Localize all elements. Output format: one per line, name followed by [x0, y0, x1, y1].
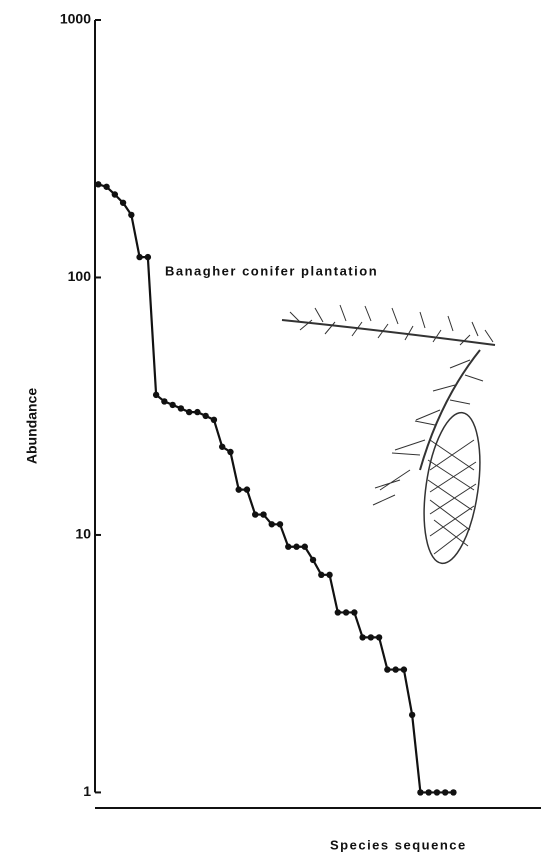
data-point [309, 556, 317, 564]
data-point [425, 789, 432, 796]
data-point [318, 571, 325, 579]
data-point [103, 183, 110, 190]
data-point [111, 191, 119, 198]
data-point [169, 401, 176, 409]
y-tick-label: 1000 [60, 11, 91, 27]
data-point [400, 666, 408, 673]
data-point [152, 391, 160, 399]
data-point [375, 634, 383, 641]
data-point [433, 789, 441, 796]
data-point [450, 789, 457, 796]
data-point [119, 199, 127, 206]
data-point [417, 789, 424, 796]
data-point [326, 571, 333, 579]
data-point [293, 543, 300, 550]
y-tick-label: 1 [83, 783, 91, 799]
data-point [384, 666, 391, 673]
data-point [161, 398, 168, 405]
data-point [367, 634, 375, 641]
data-point [260, 511, 267, 518]
data-point [210, 416, 218, 424]
annotation: Banagher conifer plantation [165, 263, 378, 278]
data-point [334, 609, 342, 616]
data-point [342, 609, 350, 616]
data-point [408, 711, 416, 719]
data-point [128, 211, 135, 219]
data-point [301, 543, 308, 550]
data-point [95, 181, 102, 188]
data-point [202, 412, 209, 420]
x-axis-label: Species sequence [330, 837, 467, 852]
data-point [359, 634, 366, 641]
data-point [227, 448, 234, 456]
y-tick-label: 100 [68, 268, 92, 284]
data-point [351, 609, 358, 616]
y-tick-label: 10 [75, 526, 91, 542]
data-point [243, 486, 251, 493]
data-point [177, 405, 185, 412]
data-point [144, 253, 152, 261]
y-axis-label: Abundance [24, 388, 40, 464]
data-point [285, 543, 292, 550]
data-point [218, 443, 226, 450]
data-point [235, 486, 242, 493]
data-point [194, 408, 201, 416]
data-point [441, 789, 449, 796]
data-point [185, 408, 193, 416]
conifer-illustration [281, 304, 496, 565]
data-point [268, 521, 275, 528]
data-point [252, 511, 259, 518]
data-point [136, 253, 143, 261]
data-point [276, 521, 284, 528]
data-point [392, 666, 399, 673]
